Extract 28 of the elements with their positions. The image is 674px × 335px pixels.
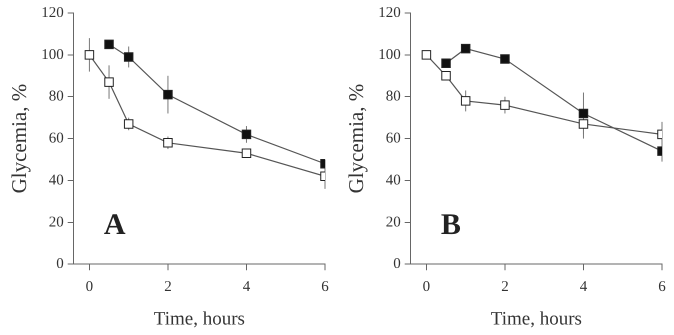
y-tick-label: 0	[393, 256, 401, 272]
y-axis-title: Glycemia, %	[344, 84, 368, 194]
y-axis-title: Glycemia, %	[7, 84, 32, 194]
annotation: B	[440, 208, 461, 242]
x-tick-label: 6	[658, 279, 666, 296]
y-tick-label: 100	[378, 46, 401, 63]
y-tick-label: 60	[386, 130, 401, 147]
x-axis-title: Time, hours	[154, 308, 245, 330]
y-tick-label: 100	[41, 46, 64, 63]
y-tick-label: 80	[386, 88, 401, 105]
x-tick-label: 0	[86, 279, 94, 296]
annotation: A	[104, 208, 126, 242]
y-tick-label: 80	[48, 88, 64, 105]
y-tick-label: 120	[41, 4, 64, 21]
x-tick-label: 2	[501, 279, 509, 296]
x-tick-label: 4	[580, 279, 588, 296]
x-tick-label: 0	[422, 279, 430, 296]
y-tick-label: 40	[48, 172, 64, 188]
x-tick-label: 2	[164, 279, 172, 296]
x-axis-title: Time, hours	[490, 308, 582, 330]
x-tick-label: 6	[321, 279, 330, 296]
x-tick-label: 4	[242, 279, 251, 296]
y-tick-label: 0	[56, 256, 64, 272]
y-tick-label: 20	[386, 214, 401, 230]
y-tick-label: 60	[48, 130, 64, 147]
y-tick-label: 120	[378, 4, 401, 21]
y-tick-label: 20	[48, 214, 64, 230]
y-tick-label: 40	[386, 172, 401, 188]
